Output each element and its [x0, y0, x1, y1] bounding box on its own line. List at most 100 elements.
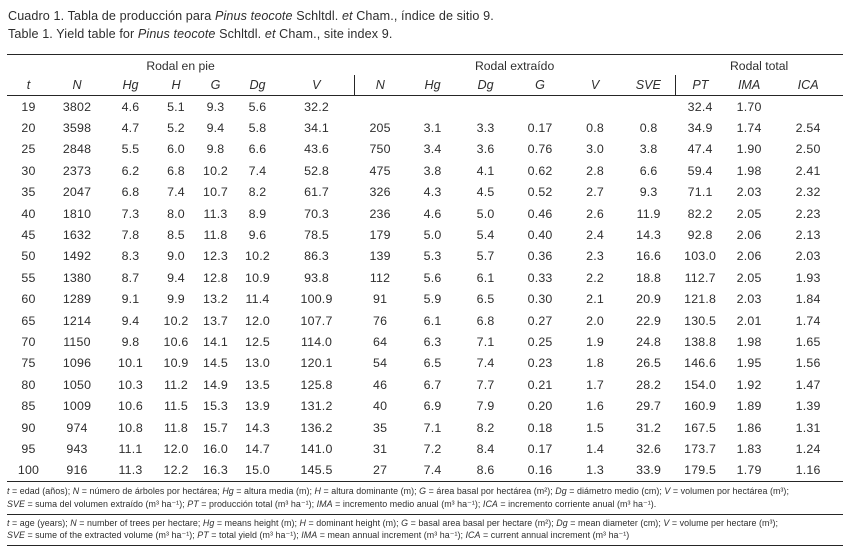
cell: 18.8 [636, 270, 662, 285]
cell: 1096 [62, 356, 92, 371]
cell: 475 [369, 163, 391, 178]
cell: 13.7 [203, 313, 228, 328]
cell: 4.6 [121, 99, 140, 114]
cell: 179.5 [684, 463, 717, 478]
col-g: G [195, 75, 236, 96]
footnote-en-line2: SVE = sume of the extracted volume (m³ h… [7, 530, 630, 541]
table-row: 55 1380 8.7 9.4 12.8 10.9 93.8 112 5.6 6.1 0.33 2.2… [7, 267, 843, 288]
cell: 7.2 [423, 441, 442, 456]
footnote-es-line2: SVE = suma del volumen extraído (m³ ha⁻¹… [7, 498, 657, 509]
table-row: 75 1096 10.1 10.9 14.5 13.0 120.1 54 6.5 7.4 0.23 1… [7, 353, 843, 374]
cell: 3.6 [476, 142, 495, 157]
cell: 10.2 [245, 249, 270, 264]
cell: 146.6 [684, 356, 717, 371]
cell: 3598 [62, 121, 92, 136]
cell: 1380 [62, 270, 92, 285]
column-header-row: t N Hg H G Dg V N Hg Dg G V SVE PT IMA I… [7, 75, 844, 96]
group-header-row: Rodal en pie Rodal extraído Rodal total [7, 55, 843, 76]
cell: 9.4 [167, 270, 185, 285]
group-standing-stand: Rodal en pie [146, 59, 215, 73]
col-dg: Dg [236, 75, 279, 96]
cell: 1.92 [736, 377, 762, 392]
cell: 2.05 [736, 206, 762, 221]
cell: 91 [372, 292, 388, 307]
cell: 15.7 [203, 420, 228, 435]
cell: 1.98 [736, 163, 762, 178]
cell: 12.2 [163, 463, 189, 478]
cell: 107.7 [300, 313, 333, 328]
cell: 35 [372, 420, 388, 435]
cell: 2.03 [736, 292, 762, 307]
table-row: 95 943 11.1 12.0 16.0 14.7 141.0 31 7.2 8.4 0.17 1.… [7, 438, 843, 459]
cell: 2.05 [736, 270, 762, 285]
cell: 1.16 [795, 463, 821, 478]
cell: 121.8 [684, 292, 717, 307]
cell: 31.2 [636, 420, 662, 435]
cell: 2.32 [795, 185, 821, 200]
cell [622, 96, 675, 118]
cell: 0.17 [527, 441, 553, 456]
cell: 86.3 [304, 249, 329, 264]
cell: 13.9 [245, 399, 270, 414]
cell: 1.4 [586, 441, 604, 456]
cell: 40 [372, 399, 388, 414]
cell: 0.40 [527, 228, 553, 243]
cell: 205 [369, 121, 391, 136]
cell: 52.8 [304, 163, 329, 178]
cell: 11.5 [164, 399, 188, 414]
cell: 93.8 [304, 270, 329, 285]
cell: 8.2 [248, 185, 267, 200]
cell: 14.7 [245, 441, 270, 456]
cell: 1.31 [795, 420, 821, 435]
cell: 1.79 [736, 463, 762, 478]
col-v: V [279, 75, 355, 96]
cell: 4.5 [476, 185, 495, 200]
cell: 326 [369, 185, 391, 200]
cell: 14.3 [636, 228, 662, 243]
cell: 11.3 [203, 206, 228, 221]
cell: 130.5 [684, 313, 717, 328]
cell: 4.7 [121, 121, 140, 136]
cell: 8.5 [167, 228, 185, 243]
cell: 1.74 [736, 121, 762, 136]
cell: 120.1 [300, 356, 333, 371]
cell: 100.9 [300, 292, 333, 307]
cell: 100 [17, 463, 40, 478]
cell: 5.6 [423, 270, 442, 285]
footnotes-english: t = age (years); N = number of trees per… [7, 513, 843, 547]
cell: 11.1 [118, 441, 143, 456]
cell: 12.0 [163, 441, 189, 456]
cell: 1.65 [795, 334, 821, 349]
cell [459, 96, 512, 118]
cell: 6.7 [423, 377, 442, 392]
footnote-en-line1: t = age (years); N = number of trees per… [7, 517, 778, 528]
cell: 1.47 [795, 377, 821, 392]
cell: 33.9 [636, 463, 662, 478]
cell: 7.9 [476, 399, 495, 414]
cell: 8.9 [248, 206, 267, 221]
cell: 8.0 [167, 206, 185, 221]
cell: 179 [369, 228, 391, 243]
cell: 7.4 [248, 163, 267, 178]
cell: 1810 [62, 206, 92, 221]
cell: 10.9 [245, 270, 270, 285]
cell: 25 [21, 142, 36, 157]
table-row: 90 974 10.8 11.8 15.7 14.3 136.2 35 7.1 8.2 0.18 1.… [7, 417, 843, 438]
cell: 61.7 [304, 185, 329, 200]
cell: 10.7 [203, 185, 228, 200]
cell: 3.1 [423, 121, 442, 136]
cell: 5.0 [423, 228, 442, 243]
cell: 12.3 [203, 249, 228, 264]
cell: 8.4 [476, 441, 495, 456]
table-row: 30 2373 6.2 6.8 10.2 7.4 52.8 475 3.8 4.1 0.62 2.8 6… [7, 160, 843, 181]
cell: 8.3 [121, 249, 140, 264]
cell: 1.83 [736, 441, 762, 456]
cell: 2.54 [795, 121, 821, 136]
cell: 7.8 [121, 228, 140, 243]
cell: 16.0 [203, 441, 228, 456]
cell: 6.8 [121, 185, 140, 200]
cell: 59.4 [687, 163, 713, 178]
cell [406, 96, 459, 118]
cell: 0.52 [527, 185, 553, 200]
cell: 14.5 [203, 356, 228, 371]
